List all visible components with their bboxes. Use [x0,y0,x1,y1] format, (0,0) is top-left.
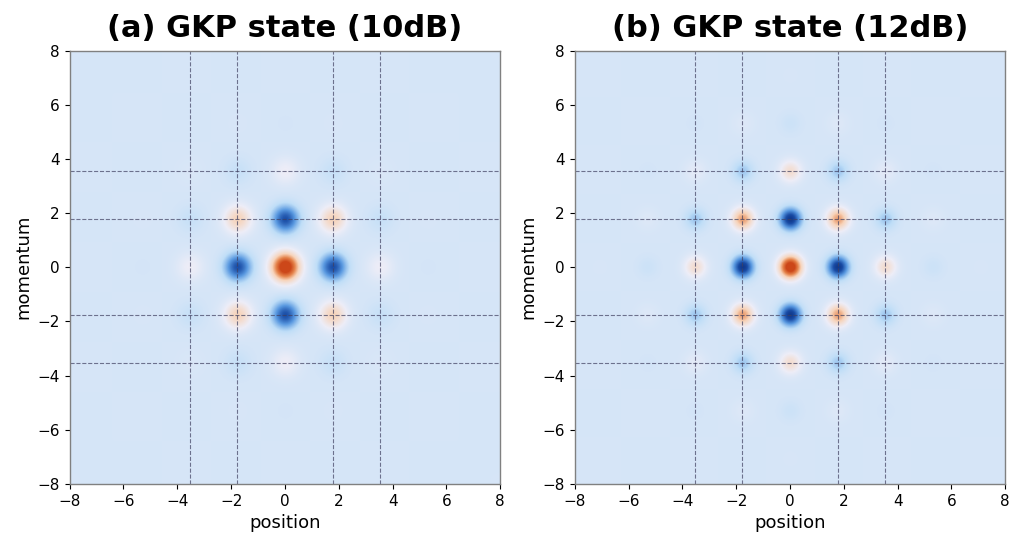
X-axis label: position: position [249,514,321,532]
Title: (a) GKP state (10dB): (a) GKP state (10dB) [108,14,463,43]
X-axis label: position: position [755,514,825,532]
Title: (b) GKP state (12dB): (b) GKP state (12dB) [611,14,969,43]
Y-axis label: momentum: momentum [14,215,32,319]
Y-axis label: momentum: momentum [519,215,537,319]
